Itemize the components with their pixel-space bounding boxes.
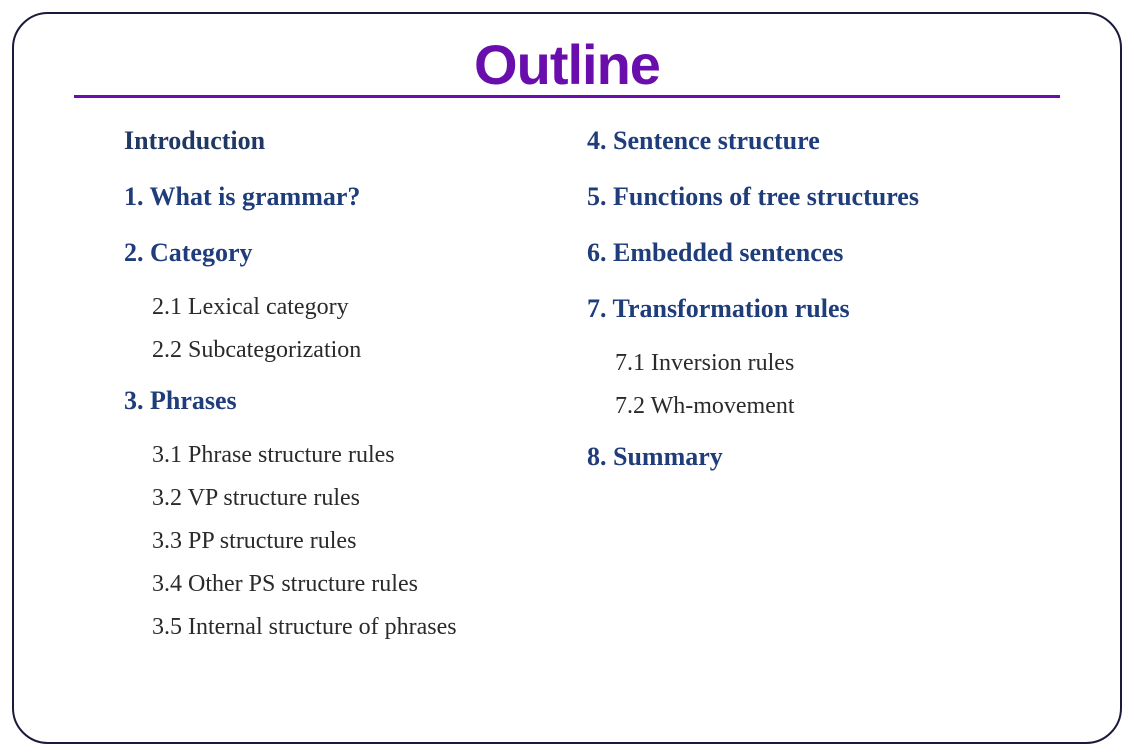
section-5: 5. Functions of tree structures (587, 182, 1010, 212)
section-2: 2. Category (124, 238, 547, 268)
section-2-subs: 2.1 Lexical category 2.2 Subcategorizati… (124, 294, 547, 364)
right-column: 4. Sentence structure 5. Functions of tr… (587, 126, 1010, 663)
sub-7-1: 7.1 Inversion rules (615, 350, 1010, 377)
sub-2-1: 2.1 Lexical category (152, 294, 547, 321)
sub-3-3: 3.3 PP structure rules (152, 528, 547, 555)
sub-7-2: 7.2 Wh-movement (615, 393, 1010, 420)
section-3: 3. Phrases (124, 386, 547, 416)
section-7-subs: 7.1 Inversion rules 7.2 Wh-movement (587, 350, 1010, 420)
sub-3-1: 3.1 Phrase structure rules (152, 442, 547, 469)
sub-3-2: 3.2 VP structure rules (152, 485, 547, 512)
sub-3-5: 3.5 Internal structure of phrases (152, 614, 547, 641)
intro-heading: Introduction (124, 126, 547, 156)
section-6: 6. Embedded sentences (587, 238, 1010, 268)
left-column: Introduction 1. What is grammar? 2. Cate… (124, 126, 547, 663)
sub-2-2: 2.2 Subcategorization (152, 337, 547, 364)
section-8: 8. Summary (587, 442, 1010, 472)
sub-3-4: 3.4 Other PS structure rules (152, 571, 547, 598)
content-columns: Introduction 1. What is grammar? 2. Cate… (74, 126, 1060, 663)
section-4: 4. Sentence structure (587, 126, 1010, 156)
slide-frame: Outline Introduction 1. What is grammar?… (12, 12, 1122, 744)
section-7: 7. Transformation rules (587, 294, 1010, 324)
section-3-subs: 3.1 Phrase structure rules 3.2 VP struct… (124, 442, 547, 641)
section-1: 1. What is grammar? (124, 182, 547, 212)
slide-title: Outline (474, 32, 660, 97)
title-wrap: Outline (74, 32, 1060, 98)
